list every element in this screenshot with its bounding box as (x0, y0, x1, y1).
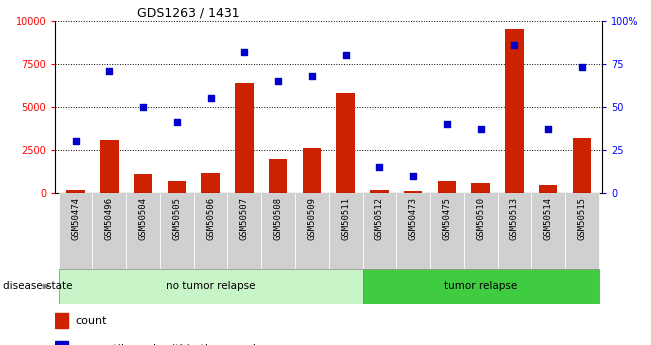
Point (577, 65, 587, 70)
Bar (160, 193, 194, 269)
Bar (404, 191, 422, 193)
Bar (92, 193, 126, 269)
Point (408, 173, 419, 179)
Point (104, 68, 115, 73)
Bar (55, 313, 68, 328)
Bar (464, 193, 497, 269)
Text: GSM50507: GSM50507 (240, 197, 249, 240)
Text: GSM50513: GSM50513 (510, 197, 519, 240)
Point (509, 42, 519, 48)
Bar (337, 93, 355, 193)
Bar (573, 138, 591, 193)
Bar (497, 193, 531, 269)
Bar (531, 193, 565, 269)
Bar (363, 193, 396, 269)
Text: GSM50510: GSM50510 (476, 197, 485, 240)
Text: GSM50474: GSM50474 (71, 197, 80, 240)
Bar (201, 172, 220, 193)
Text: GSM50514: GSM50514 (544, 197, 553, 240)
Text: disease state: disease state (3, 282, 73, 291)
Text: GSM50511: GSM50511 (341, 197, 350, 240)
Text: GSM50504: GSM50504 (139, 197, 148, 240)
Bar (261, 193, 295, 269)
Bar (565, 193, 599, 269)
Bar (235, 83, 254, 193)
Bar (437, 181, 456, 193)
Bar (295, 193, 329, 269)
Text: GSM50496: GSM50496 (105, 197, 114, 240)
Text: GSM50512: GSM50512 (375, 197, 384, 240)
Bar (227, 193, 261, 269)
Text: GSM50475: GSM50475 (443, 197, 451, 240)
Bar (100, 140, 118, 193)
Bar (66, 190, 85, 193)
Point (441, 121, 452, 127)
Text: tumor relapse: tumor relapse (444, 282, 518, 291)
Bar (59, 193, 92, 269)
Point (543, 127, 553, 132)
Point (70, 139, 81, 144)
Bar (471, 183, 490, 193)
Text: GSM50508: GSM50508 (273, 197, 283, 240)
Bar (59, 269, 363, 304)
Bar (363, 269, 599, 304)
Text: GDS1263 / 1431: GDS1263 / 1431 (137, 7, 240, 20)
Point (273, 78, 283, 84)
Bar (134, 174, 152, 193)
Bar (269, 159, 287, 193)
Text: no tumor relapse: no tumor relapse (166, 282, 255, 291)
Bar (167, 181, 186, 193)
Point (206, 96, 216, 101)
Bar (194, 193, 227, 269)
Point (172, 120, 182, 125)
Text: GSM50505: GSM50505 (173, 197, 182, 240)
Text: count: count (75, 316, 107, 326)
Bar (55, 341, 68, 345)
Point (374, 165, 385, 170)
Point (340, 52, 351, 58)
Point (475, 127, 486, 132)
Text: GSM50506: GSM50506 (206, 197, 215, 240)
Bar (505, 29, 523, 193)
Bar (430, 193, 464, 269)
Text: GSM50509: GSM50509 (307, 197, 316, 240)
Text: GSM50515: GSM50515 (577, 197, 587, 240)
Bar (303, 148, 321, 193)
Bar (329, 193, 363, 269)
Text: GSM50473: GSM50473 (409, 197, 418, 240)
Point (239, 49, 249, 55)
Bar (396, 193, 430, 269)
Bar (370, 190, 389, 193)
Bar (126, 193, 160, 269)
Text: percentile rank within the sample: percentile rank within the sample (75, 344, 263, 345)
Bar (539, 185, 557, 193)
Point (138, 104, 148, 110)
Point (307, 73, 317, 79)
